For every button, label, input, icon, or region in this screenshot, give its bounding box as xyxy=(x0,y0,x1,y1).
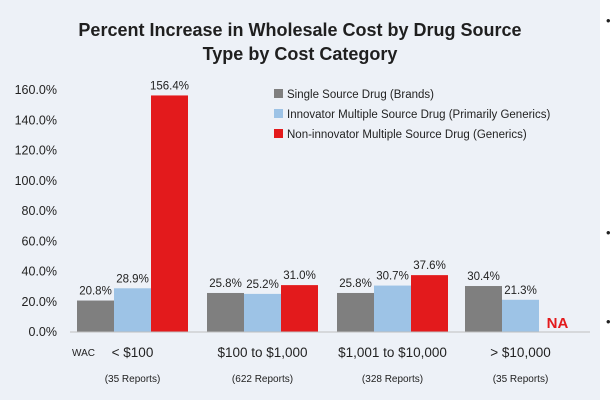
bars: 20.8% 28.9% 156.4% < $100 (35 Reports) 25.8% 2… xyxy=(77,80,568,385)
data-label: 25.2% xyxy=(246,279,279,291)
chart-title-line-1: Percent Increase in Wholesale Cost by Dr… xyxy=(78,20,521,40)
category-label: $1,001 to $10,000 xyxy=(338,345,447,360)
bar xyxy=(337,292,374,332)
y-tick-label: 80.0% xyxy=(22,204,57,218)
y-tick-label: 160.0% xyxy=(15,83,57,97)
bar xyxy=(77,300,114,332)
data-label: 25.8% xyxy=(339,278,372,290)
data-label: 30.4% xyxy=(467,271,500,283)
side-bullet: • xyxy=(606,225,611,240)
category-label: > $10,000 xyxy=(490,345,550,360)
category-note: (328 Reports) xyxy=(362,374,423,385)
bar xyxy=(411,275,448,332)
side-bullet: • xyxy=(606,13,611,28)
data-label: 37.6% xyxy=(413,260,446,272)
bar xyxy=(374,285,411,332)
category-label: < $100 xyxy=(112,345,154,360)
data-label: 156.4% xyxy=(150,80,189,92)
y-tick-label: 0.0% xyxy=(29,325,58,339)
y-tick-label: 20.0% xyxy=(22,295,57,309)
bar xyxy=(114,288,151,332)
category-note: (35 Reports) xyxy=(493,374,549,385)
legend-entry: Non-innovator Multiple Source Drug (Gene… xyxy=(287,129,527,141)
legend-entry: Single Source Drug (Brands) xyxy=(287,89,434,101)
chart-title-line-2: Type by Cost Category xyxy=(203,44,398,64)
legend: Single Source Drug (Brands) Innovator Mul… xyxy=(274,89,550,141)
legend-entry: Innovator Multiple Source Drug (Primaril… xyxy=(287,109,550,121)
y-tick-label: 140.0% xyxy=(15,113,57,127)
bar xyxy=(281,285,318,332)
data-label: 20.8% xyxy=(79,286,112,298)
y-tick-label: 100.0% xyxy=(15,174,57,188)
category-note: (35 Reports) xyxy=(105,374,161,385)
bar-chart: Percent Increase in Wholesale Cost by Dr… xyxy=(15,20,590,385)
data-label: 28.9% xyxy=(116,273,149,285)
legend-swatch xyxy=(274,89,283,98)
axis-prefix-label: WAC xyxy=(72,348,95,359)
data-label: 21.3% xyxy=(504,285,537,297)
data-label: 30.7% xyxy=(376,271,409,283)
y-tick-label: 120.0% xyxy=(15,144,57,158)
bar xyxy=(244,293,281,332)
bar xyxy=(151,95,188,332)
data-label: 25.8% xyxy=(209,278,242,290)
chart-title: Percent Increase in Wholesale Cost by Dr… xyxy=(78,20,521,64)
side-bullet-strip: • • • xyxy=(600,0,616,400)
na-label: NA xyxy=(547,315,569,332)
y-tick-label: 40.0% xyxy=(22,265,57,279)
y-tick-label: 60.0% xyxy=(22,234,57,248)
legend-swatch xyxy=(274,109,283,118)
legend-swatch xyxy=(274,129,283,138)
bar xyxy=(465,286,502,332)
chart-panel: Percent Increase in Wholesale Cost by Dr… xyxy=(0,0,600,400)
x-axis: WAC xyxy=(70,331,590,359)
y-axis: 0.0% 20.0% 40.0% 60.0% 80.0% 100.0% 120.0% 140.… xyxy=(15,83,57,339)
data-label: 31.0% xyxy=(283,270,316,282)
category-note: (622 Reports) xyxy=(232,374,293,385)
bar xyxy=(502,299,539,332)
bar xyxy=(207,292,244,332)
category-label: $100 to $1,000 xyxy=(217,345,307,360)
side-bullet: • xyxy=(606,314,611,329)
